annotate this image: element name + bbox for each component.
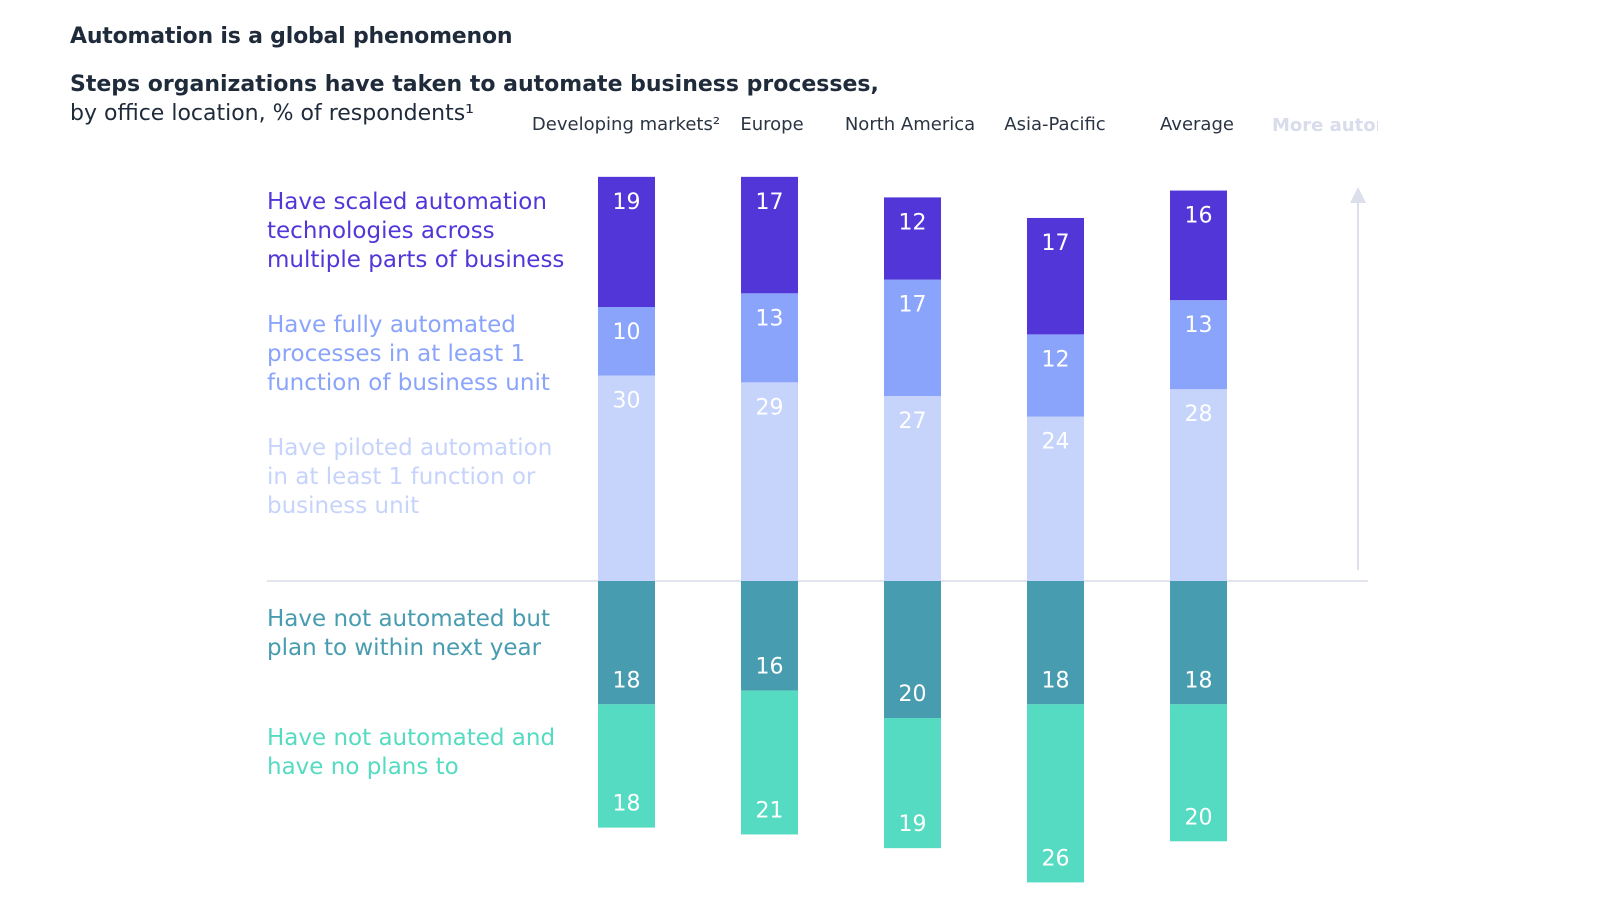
data-label: 19: [613, 190, 641, 215]
bar-segment: [741, 293, 798, 383]
legend-entry: Have not automated and have no plans to: [267, 725, 556, 780]
bar-segment: [884, 396, 941, 581]
more-automation-label: More automation: [1272, 115, 1378, 136]
bar-segment: [741, 382, 798, 581]
data-label: 17: [899, 293, 927, 318]
data-label: 16: [756, 655, 784, 680]
data-label: 17: [1042, 231, 1070, 256]
bar-segment: [1170, 190, 1227, 301]
legend-entry: Have piloted automation in at least 1 fu…: [267, 435, 553, 519]
subtitle-line-1: Steps organizations have taken to automa…: [70, 72, 879, 97]
bar-segment: [1027, 334, 1084, 417]
data-label: 12: [1042, 347, 1070, 372]
bar-segment: [1170, 389, 1227, 581]
data-label: 18: [1042, 668, 1070, 693]
bar-segment: [1170, 300, 1227, 390]
data-label: 20: [1185, 805, 1213, 830]
legend-entry: Have fully automated processes in at lea…: [267, 312, 550, 396]
category-label: Average: [1160, 114, 1234, 135]
data-label: 18: [1185, 668, 1213, 693]
data-label: 27: [899, 409, 927, 434]
bar-segment: [1027, 704, 1084, 883]
category-label: North America: [844, 114, 976, 135]
data-label: 18: [613, 792, 641, 817]
data-label: 18: [613, 668, 641, 693]
bar-segment: [598, 176, 655, 307]
bar-segment: [884, 279, 941, 397]
category-label: Europe: [740, 114, 804, 135]
data-label: 17: [756, 190, 784, 215]
bar-segment: [1170, 581, 1227, 705]
bar-segment: [1027, 217, 1084, 335]
category-label: Asia-Pacific: [1004, 114, 1106, 135]
bar-segment: [1170, 704, 1227, 842]
data-label: 13: [756, 306, 784, 331]
bar-segment: [884, 718, 941, 849]
arrow-up-icon: [1350, 187, 1366, 203]
data-label: 29: [756, 395, 784, 420]
data-label: 21: [756, 798, 784, 823]
data-label: 26: [1042, 846, 1070, 871]
data-label: 20: [899, 682, 927, 707]
bar-segment: [741, 176, 798, 294]
bar-segment: [884, 197, 941, 280]
bar-segment: [1027, 416, 1084, 581]
bar-segment: [741, 690, 798, 835]
bar-segment: [884, 581, 941, 718]
legend-entry: Have not automated but plan to within ne…: [267, 606, 550, 661]
subtitle-line-2: by office location, % of respondents¹: [70, 101, 474, 126]
bar-segment: [598, 581, 655, 705]
bar-segment: [598, 704, 655, 828]
bar-segment: [598, 375, 655, 581]
data-label: 12: [899, 210, 927, 235]
data-label: 13: [1185, 313, 1213, 338]
data-label: 28: [1185, 402, 1213, 427]
category-label: Developing markets²: [531, 114, 721, 135]
bar-segment: [598, 307, 655, 376]
chart-subtitle: Steps organizations have taken to automa…: [70, 70, 879, 128]
data-label: 19: [899, 812, 927, 837]
chart-title: Automation is a global phenomenon: [70, 24, 513, 49]
data-label: 30: [613, 389, 641, 414]
bar-segment: [741, 581, 798, 691]
data-label: 16: [1185, 204, 1213, 229]
data-label: 24: [1042, 430, 1070, 455]
data-label: 10: [613, 320, 641, 345]
bar-segment: [1027, 581, 1084, 705]
legend-entry: Have scaled automation technologies acro…: [267, 189, 565, 273]
